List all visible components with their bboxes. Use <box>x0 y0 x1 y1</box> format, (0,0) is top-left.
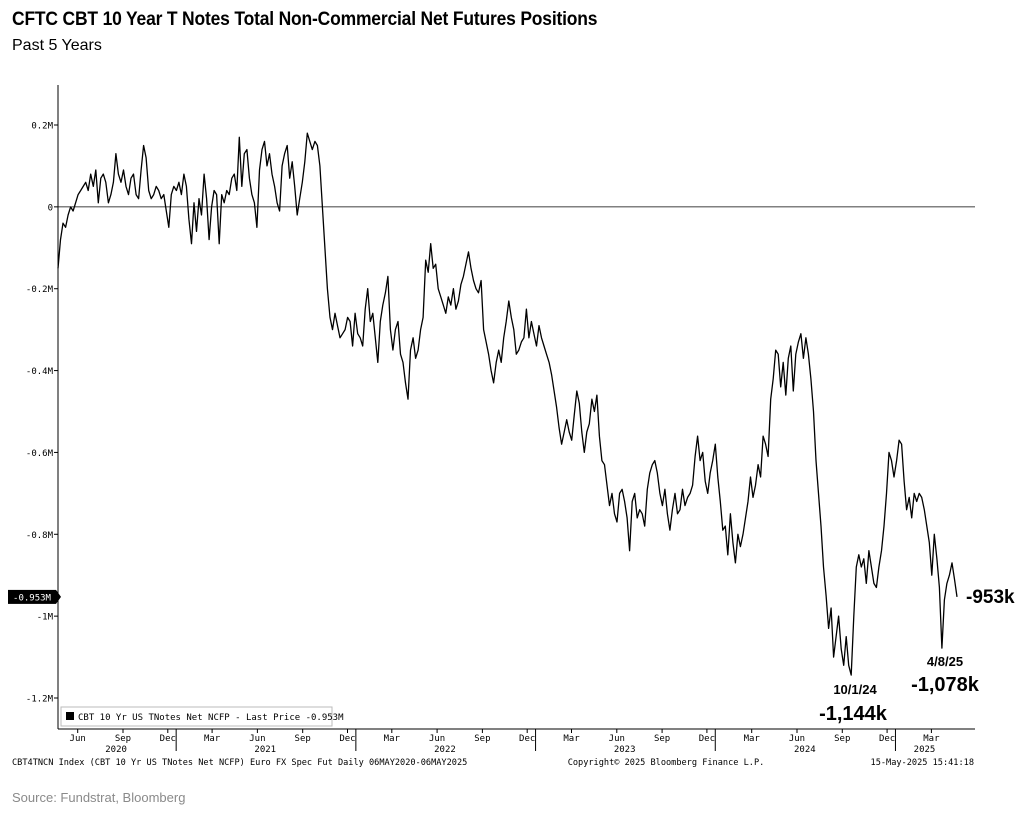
x-year-label: 2024 <box>794 745 816 755</box>
chart-subtitle: Past 5 Years <box>12 37 102 54</box>
chart-title: CFTC CBT 10 Year T Notes Total Non-Comme… <box>12 9 598 30</box>
y-tick-label: -0.6M <box>26 449 54 459</box>
x-month-label: Mar <box>204 734 221 744</box>
footer-timestamp: 15-May-2025 15:41:18 <box>871 758 974 768</box>
x-month-label: Jun <box>609 734 625 744</box>
x-month-label: Jun <box>70 734 86 744</box>
x-month-label: Dec <box>699 734 715 744</box>
footer-series-info: CBT4TNCN Index (CBT 10 Yr US TNotes Net … <box>12 758 467 768</box>
x-month-label: Sep <box>115 734 131 744</box>
series-line <box>57 132 958 676</box>
annotation-min-2024-date: 10/1/24 <box>833 682 877 697</box>
annotation-min-2024-value: -1,144k <box>819 703 888 725</box>
x-month-label: Mar <box>563 734 580 744</box>
x-year-label: 2025 <box>914 745 936 755</box>
source-note: Source: Fundstrat, Bloomberg <box>12 790 186 805</box>
legend-box <box>60 706 333 727</box>
footer-copyright: Copyright© 2025 Bloomberg Finance L.P. <box>568 758 765 768</box>
x-month-label: Sep <box>474 734 490 744</box>
last-price-label: -0.953M <box>13 593 52 603</box>
x-month-label: Dec <box>879 734 895 744</box>
x-year-label: 2021 <box>254 745 276 755</box>
x-month-label: Jun <box>429 734 445 744</box>
x-month-label: Dec <box>339 734 355 744</box>
plot-area: 0.2M 0 -0.2M -0.4M -0.6M -0.8M -1M -1.2M Jun Sep D… <box>8 85 1015 768</box>
legend-label: CBT 10 Yr US TNotes Net NCFP - Last Pric… <box>78 713 344 723</box>
legend-swatch <box>66 712 74 720</box>
x-month-label: Jun <box>789 734 805 744</box>
x-month-label: Mar <box>744 734 761 744</box>
x-month-label: Sep <box>834 734 850 744</box>
x-year-label: 2020 <box>105 745 127 755</box>
x-month-label: Mar <box>384 734 401 744</box>
y-tick-label: 0 <box>48 203 53 213</box>
y-tick-label: -1M <box>37 613 54 623</box>
x-month-label: Mar <box>923 734 940 744</box>
x-month-label: Dec <box>160 734 176 744</box>
last-price-box <box>8 589 56 604</box>
x-month-label: Jun <box>249 734 265 744</box>
last-price-pointer <box>56 589 61 604</box>
x-year-label: 2022 <box>434 745 456 755</box>
x-year-label: 2023 <box>614 745 636 755</box>
annotation-min-2025-value: -1,078k <box>911 674 980 696</box>
y-tick-label: -0.4M <box>26 367 54 377</box>
y-tick-label: -0.8M <box>26 531 54 541</box>
y-tick-label: -1.2M <box>26 695 54 705</box>
y-tick-label: -0.2M <box>26 285 54 295</box>
y-tick-label: 0.2M <box>31 122 53 132</box>
x-month-label: Sep <box>654 734 670 744</box>
annotation-last-value: -953k <box>966 587 1015 608</box>
x-month-label: Dec <box>519 734 535 744</box>
annotation-min-2025-date: 4/8/25 <box>927 654 963 669</box>
x-month-label: Sep <box>295 734 311 744</box>
